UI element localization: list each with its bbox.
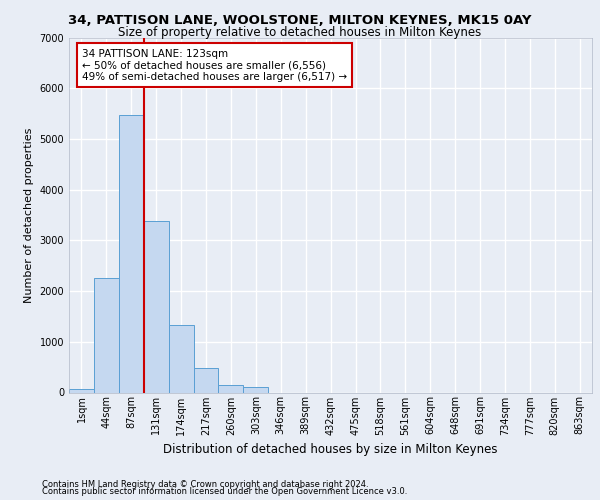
- Text: Size of property relative to detached houses in Milton Keynes: Size of property relative to detached ho…: [118, 26, 482, 39]
- Bar: [218, 385, 244, 392]
- Bar: [169, 324, 194, 392]
- Text: 34, PATTISON LANE, WOOLSTONE, MILTON KEYNES, MK15 0AY: 34, PATTISON LANE, WOOLSTONE, MILTON KEY…: [68, 14, 532, 27]
- Bar: [194, 368, 218, 392]
- Y-axis label: Number of detached properties: Number of detached properties: [24, 128, 34, 302]
- Bar: [144, 221, 169, 392]
- Text: Contains public sector information licensed under the Open Government Licence v3: Contains public sector information licen…: [42, 488, 407, 496]
- Bar: [69, 389, 94, 392]
- Text: Contains HM Land Registry data © Crown copyright and database right 2024.: Contains HM Land Registry data © Crown c…: [42, 480, 368, 489]
- Bar: [119, 114, 144, 392]
- Bar: [244, 388, 268, 392]
- Bar: [94, 278, 119, 392]
- X-axis label: Distribution of detached houses by size in Milton Keynes: Distribution of detached houses by size …: [163, 443, 498, 456]
- Text: 34 PATTISON LANE: 123sqm
← 50% of detached houses are smaller (6,556)
49% of sem: 34 PATTISON LANE: 123sqm ← 50% of detach…: [82, 48, 347, 82]
